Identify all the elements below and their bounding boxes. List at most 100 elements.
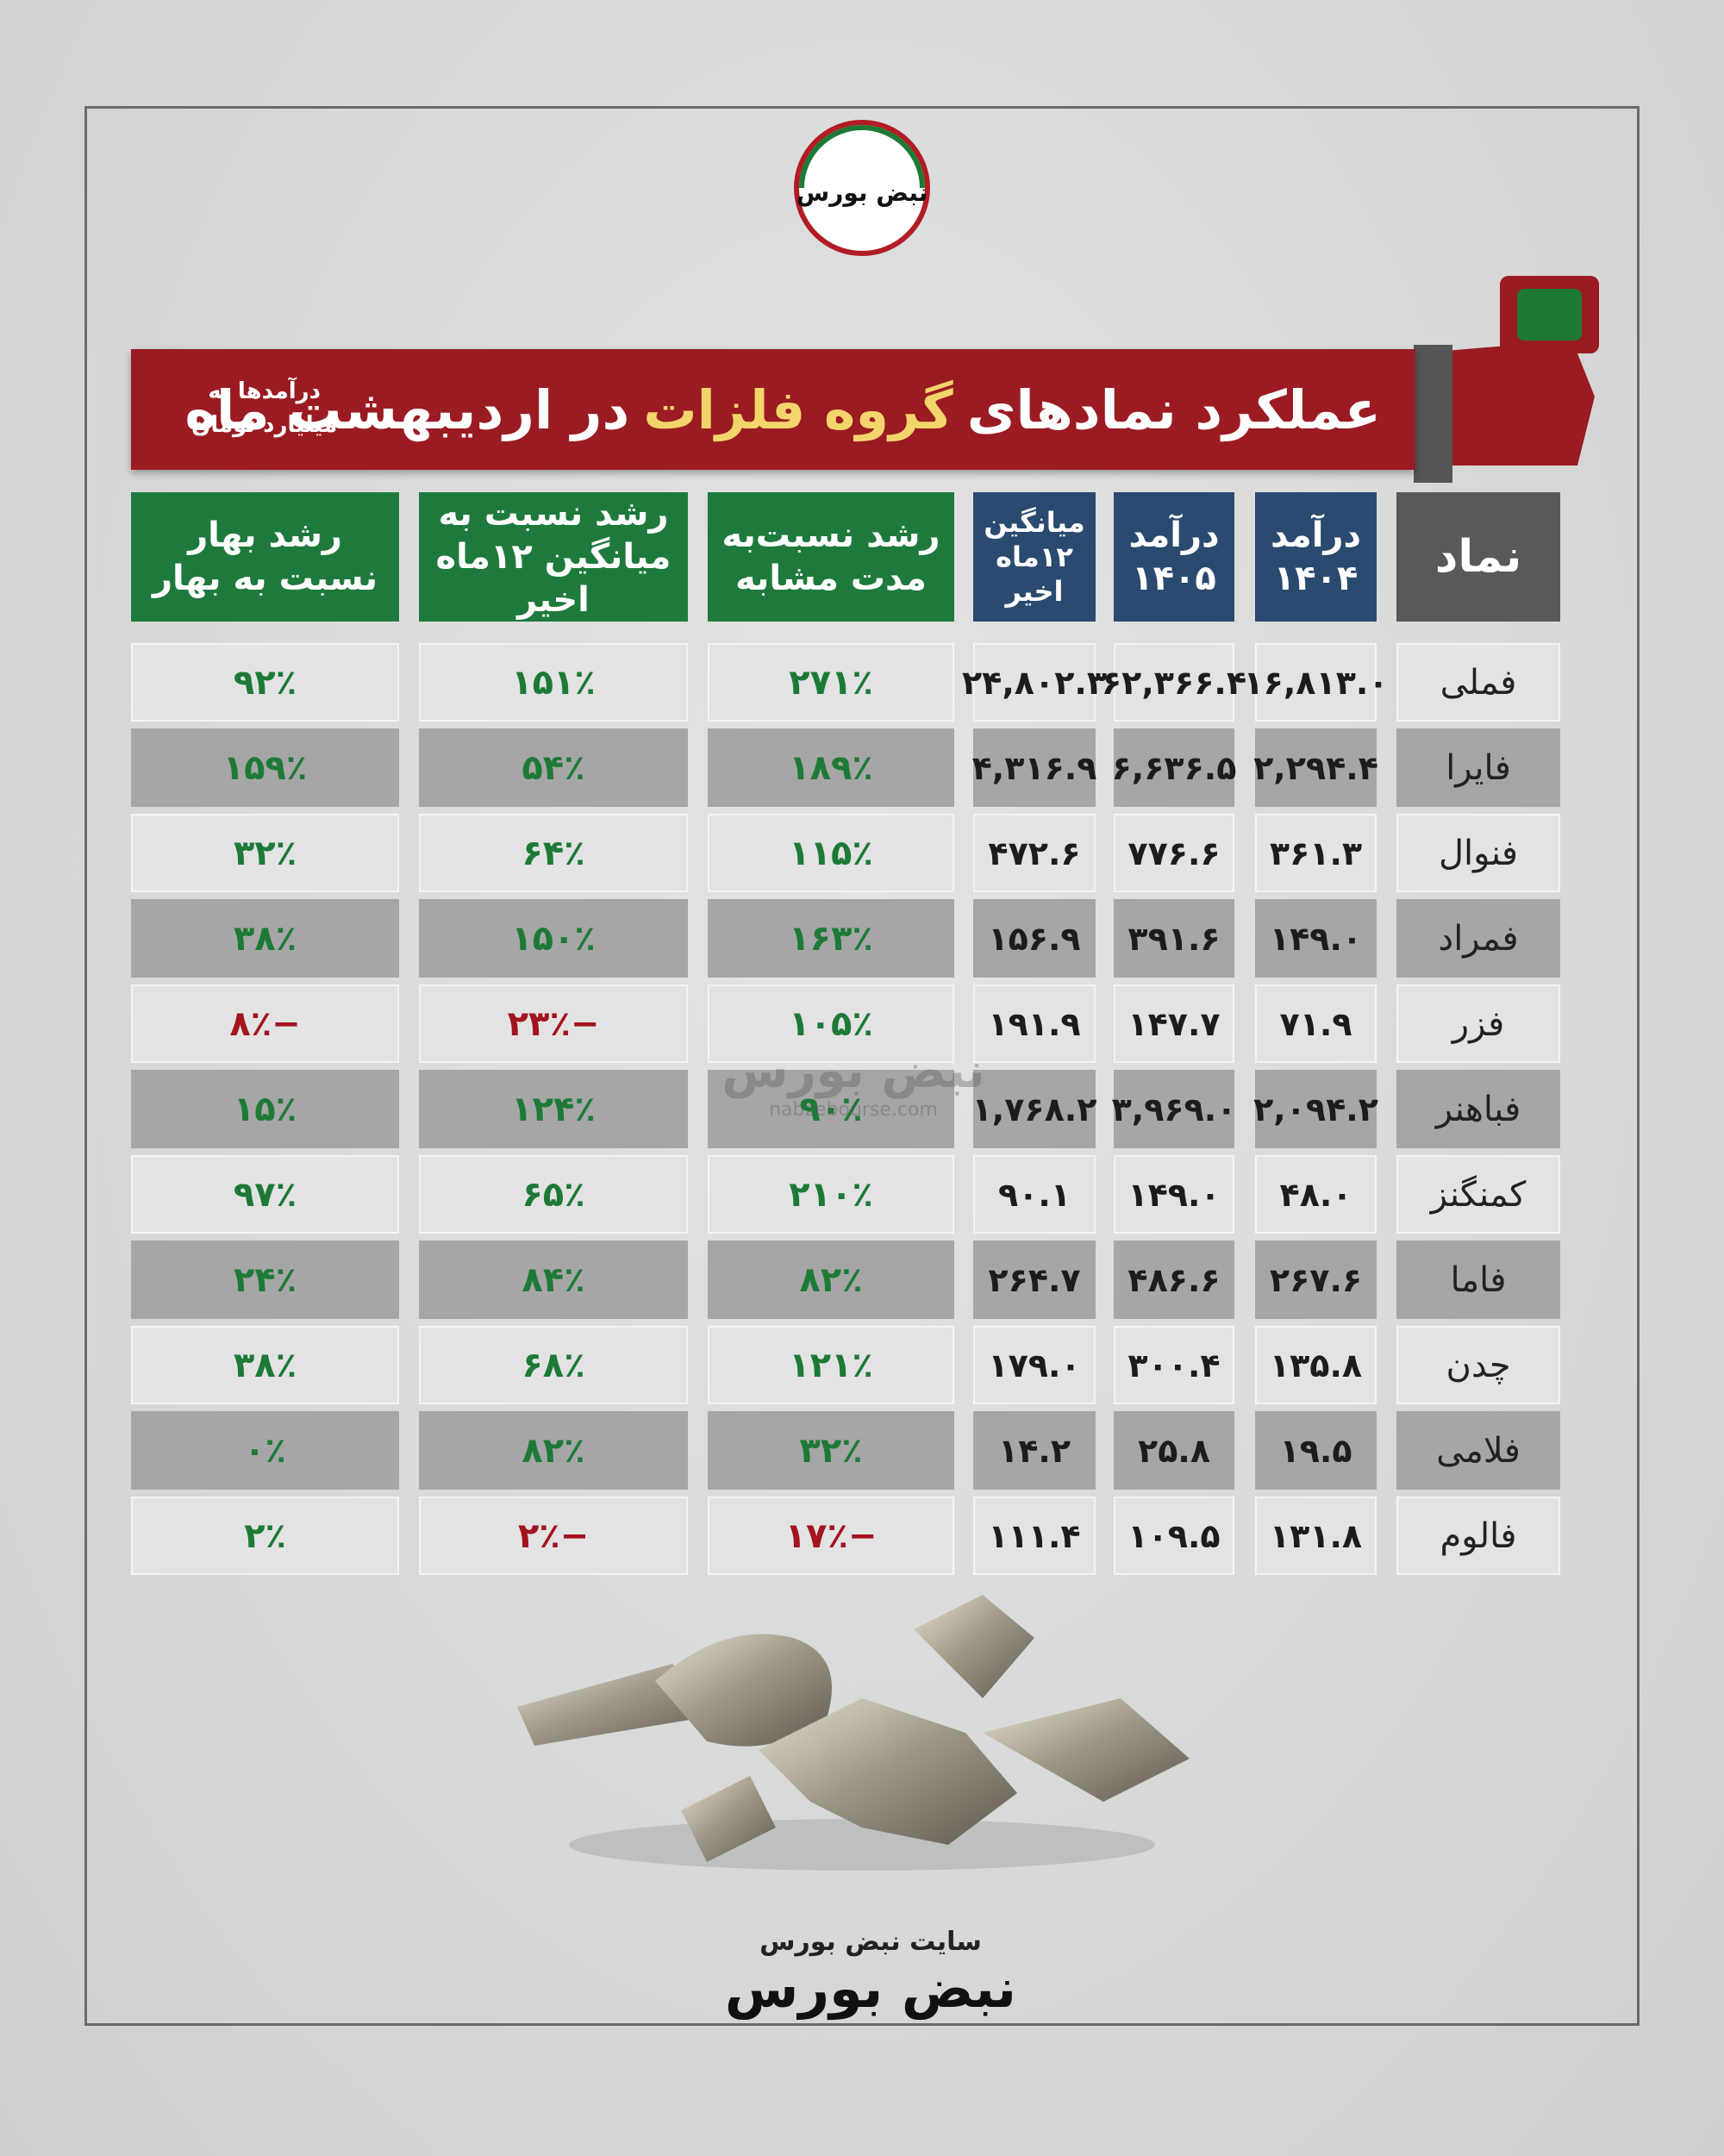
value-cell: ۷۱.۹ xyxy=(1255,984,1377,1063)
header-line: مدت مشابه xyxy=(735,559,927,598)
value-cell: ۱۳۵.۸ xyxy=(1255,1326,1377,1404)
value-cell: ۳۲٪ xyxy=(708,1411,954,1490)
value-cell: ۲۶۷.۶ xyxy=(1255,1240,1377,1319)
column-header: نماد xyxy=(1396,492,1560,622)
value-cell: ۱۰۵٪ xyxy=(708,984,954,1063)
value-cell: ۴,۳۱۶.۹ xyxy=(972,728,1096,807)
symbol-cell: فباهنر xyxy=(1396,1070,1560,1148)
symbol-cell: چدن xyxy=(1396,1326,1560,1404)
title: عملکرد نمادهای گروه فلزات در اردیبهشت ما… xyxy=(184,349,1381,470)
value-cell: ۱۴۹.۰ xyxy=(1114,1155,1234,1234)
value-cell: ۷۷۶.۶ xyxy=(1114,814,1234,892)
value-cell: ۱۸۹٪ xyxy=(708,728,954,807)
symbol-cell: فنوال xyxy=(1396,814,1560,892)
logo-text: نبض بورس xyxy=(796,178,928,207)
metal-image xyxy=(517,1595,1190,1871)
column-header: میانگین ۱۲ماه اخیر xyxy=(973,492,1096,622)
header-line: رشد بهار xyxy=(188,516,342,555)
value-cell: ۳,۹۶۹.۰ xyxy=(1112,1070,1236,1148)
column-header: رشد نسبت به میانگین ۱۲ماه اخیر xyxy=(419,492,688,622)
value-cell: ۱۵۶.۹ xyxy=(973,899,1096,978)
value-cell: ۲۷۱٪ xyxy=(708,643,954,722)
watermark: نبض بورس nabzebourse.com xyxy=(715,1043,991,1121)
value-cell: ۲۶۴.۷ xyxy=(973,1240,1096,1319)
value-cell: ۳۰۰.۴ xyxy=(1114,1326,1234,1404)
value-cell: ۱۴۹.۰ xyxy=(1255,899,1377,978)
value-cell: ۶۲,۳۶۶.۴ xyxy=(1102,643,1246,722)
value-cell: ۱۳۱.۸ xyxy=(1255,1497,1377,1575)
value-cell: ۲,۲۹۴.۴ xyxy=(1253,728,1378,807)
value-cell: ۸۴٪ xyxy=(419,1240,688,1319)
value-cell: ۱۵۰٪ xyxy=(419,899,688,978)
value-cell: ۱۹۱.۹ xyxy=(973,984,1096,1063)
header-line: ۱۴۰۵ xyxy=(1132,559,1216,598)
value-cell: ۹۰٪ xyxy=(708,1070,954,1148)
symbol-cell: فایرا xyxy=(1396,728,1560,807)
header-line: رشد نسبت‌به xyxy=(721,516,940,555)
value-cell: −۲۳٪ xyxy=(419,984,688,1063)
value-cell: ۱۲۱٪ xyxy=(708,1326,954,1404)
value-cell: ۹۲٪ xyxy=(131,643,399,722)
title-part: در اردیبهشت ماه xyxy=(184,378,630,441)
column-header: رشد نسبت‌به مدت مشابه xyxy=(708,492,954,622)
watermark-url: nabzebourse.com xyxy=(769,1099,938,1121)
value-cell: ۱۱۱.۴ xyxy=(973,1497,1096,1575)
value-cell: ۱۵۹٪ xyxy=(131,728,399,807)
header-line: درآمد xyxy=(1270,516,1362,555)
header-line: رشد نسبت به xyxy=(438,494,669,534)
value-cell: ۹۰.۱ xyxy=(973,1155,1096,1234)
value-cell: ۱۵٪ xyxy=(131,1070,399,1148)
value-cell: ۱۹.۵ xyxy=(1255,1411,1377,1490)
value-cell: ۳۸٪ xyxy=(131,1326,399,1404)
footer: سایت نبض بورس نبض بورس xyxy=(672,1927,1069,2020)
value-cell: ۱,۷۶۸.۲ xyxy=(972,1070,1096,1148)
watermark-text: نبض بورس xyxy=(721,1043,985,1099)
header-line: میانگین ۱۲ماه اخیر xyxy=(435,537,671,620)
title-banner: عملکرد نمادهای گروه فلزات در اردیبهشت ما… xyxy=(131,349,1415,470)
value-cell: ۰٪ xyxy=(131,1411,399,1490)
value-cell: ۱۴.۲ xyxy=(973,1411,1096,1490)
symbol-cell: فلامی xyxy=(1396,1411,1560,1490)
value-cell: ۶۴٪ xyxy=(419,814,688,892)
value-cell: ۴۸.۰ xyxy=(1255,1155,1377,1234)
header-line: ۱۲ماه اخیر xyxy=(996,541,1073,608)
symbol-cell: فاما xyxy=(1396,1240,1560,1319)
value-cell: ۳۶۱.۳ xyxy=(1255,814,1377,892)
value-cell: ۱۷۹.۰ xyxy=(973,1326,1096,1404)
value-cell: ۳۸٪ xyxy=(131,899,399,978)
note-line: درآمدها به xyxy=(208,378,321,404)
frame xyxy=(84,106,1640,2026)
symbol-cell: کمنگنز xyxy=(1396,1155,1560,1234)
value-cell: ۲۴,۸۰۲.۳ xyxy=(962,643,1107,722)
value-cell: ۴۷۲.۶ xyxy=(973,814,1096,892)
value-cell: ۶۵٪ xyxy=(419,1155,688,1234)
value-cell: ۳۹۱.۶ xyxy=(1114,899,1234,978)
value-cell: ۱۲۴٪ xyxy=(419,1070,688,1148)
value-cell: ۲۵.۸ xyxy=(1114,1411,1234,1490)
header-line: نماد xyxy=(1434,530,1522,583)
value-cell: ۳۲٪ xyxy=(131,814,399,892)
footer-logo: نبض بورس xyxy=(724,1957,1017,2020)
fist-icon xyxy=(1414,276,1599,483)
value-cell: ۶۸٪ xyxy=(419,1326,688,1404)
title-highlight: گروه فلزات xyxy=(643,378,953,441)
column-header: درآمد ۱۴۰۴ xyxy=(1255,492,1377,622)
value-cell: ۹۷٪ xyxy=(131,1155,399,1234)
symbol-cell: فملی xyxy=(1396,643,1560,722)
value-cell: ۴۸۶.۶ xyxy=(1114,1240,1234,1319)
value-cell: −۱۷٪ xyxy=(708,1497,954,1575)
note-line: میلیارد تومان xyxy=(191,412,338,438)
value-cell: ۱۰۹.۵ xyxy=(1114,1497,1234,1575)
value-cell: ۱۶۳٪ xyxy=(708,899,954,978)
value-cell: ۱۱۵٪ xyxy=(708,814,954,892)
value-cell: ۱۴۷.۷ xyxy=(1114,984,1234,1063)
value-cell: ۸۲٪ xyxy=(708,1240,954,1319)
value-cell: −۲٪ xyxy=(419,1497,688,1575)
value-cell: ۲,۰۹۴.۲ xyxy=(1253,1070,1378,1148)
logo: نبض بورس xyxy=(794,120,930,256)
value-cell: ۵۴٪ xyxy=(419,728,688,807)
header-line: نسبت به بهار xyxy=(153,559,378,598)
symbol-cell: فالوم xyxy=(1396,1497,1560,1575)
header-line: میانگین xyxy=(984,506,1085,539)
